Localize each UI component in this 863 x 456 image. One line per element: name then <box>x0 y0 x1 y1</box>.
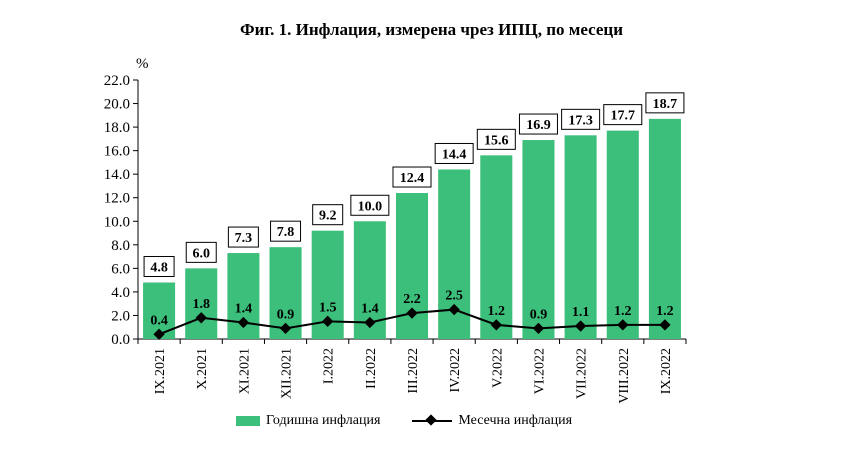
bar-label-box <box>434 142 474 164</box>
bar-value-label: 7.3 <box>235 231 253 246</box>
y-axis-label: % <box>136 56 149 72</box>
y-tick-label: 18.0 <box>104 120 130 136</box>
line-point <box>448 303 460 316</box>
chart-title: Фиг. 1. Инфлация, измерена чрез ИПЦ, по … <box>239 20 624 39</box>
line-value-label: 1.2 <box>614 304 632 319</box>
y-tick-label: 12.0 <box>104 191 130 207</box>
y-tick-label: 20.0 <box>104 97 130 113</box>
line-point <box>659 319 671 331</box>
x-tick-label: XI.2021 <box>237 348 252 394</box>
bar-value-label: 17.7 <box>611 109 636 124</box>
bar-value-label: 4.8 <box>150 260 168 275</box>
x-tick-label: III.2022 <box>406 348 421 394</box>
bar <box>606 130 639 339</box>
line-value-label: 1.4 <box>361 302 379 317</box>
x-tick-label: IX.2021 <box>153 348 168 394</box>
line-value-label: 1.1 <box>572 305 590 320</box>
bar-label-box <box>603 104 643 126</box>
line-point <box>617 319 629 331</box>
bar-value-label: 9.2 <box>319 209 337 224</box>
y-tick-label: 16.0 <box>104 144 130 160</box>
y-tick-label: 4.0 <box>111 285 130 301</box>
x-tick-label: VII.2022 <box>575 348 590 399</box>
bar-value-label: 16.9 <box>526 118 551 133</box>
bar-label-box <box>476 128 516 150</box>
x-tick-label: I.2022 <box>322 348 337 384</box>
y-tick-label: 22.0 <box>104 73 130 89</box>
bar-label-box <box>350 194 390 216</box>
bar-value-label: 6.0 <box>192 246 210 261</box>
x-tick-label: XII.2021 <box>280 348 295 399</box>
x-tick-label: V.2022 <box>490 348 505 388</box>
y-tick-label: 6.0 <box>111 261 130 277</box>
y-tick-label: 14.0 <box>104 167 130 183</box>
x-tick-label: VIII.2022 <box>617 348 632 404</box>
line-value-label: 0.9 <box>277 307 295 322</box>
legend-item-annual: Годишна инфлация <box>236 413 380 429</box>
chart-legend: Годишна инфлация Месечна инфлация <box>236 411 604 431</box>
line-value-label: 1.5 <box>319 300 337 315</box>
legend-swatch-monthly <box>412 415 453 427</box>
bar-value-label: 10.0 <box>358 199 383 214</box>
x-tick-label: IX.2022 <box>659 348 674 394</box>
bar-label-box <box>270 220 302 242</box>
bar-value-label: 15.6 <box>484 133 509 148</box>
bar <box>564 135 597 339</box>
line-point <box>406 307 418 319</box>
line-point <box>490 319 502 331</box>
line-value-label: 1.2 <box>488 304 506 319</box>
x-tick-label: II.2022 <box>364 348 379 389</box>
legend-swatch-annual <box>236 416 260 426</box>
bar <box>185 268 218 339</box>
bar-label-box <box>645 92 685 114</box>
bar-value-label: 17.3 <box>568 113 593 128</box>
line-point <box>153 328 165 340</box>
bar-label-box <box>143 255 175 277</box>
line-point <box>322 315 334 327</box>
legend-label-annual: Годишна инфлация <box>266 413 381 428</box>
bar-label-box <box>561 108 601 130</box>
line-point <box>237 316 250 329</box>
line-value-label: 0.4 <box>150 313 168 328</box>
y-tick-label: 0.0 <box>111 332 130 348</box>
line-value-label: 2.5 <box>445 289 463 304</box>
bar-label-box <box>185 241 217 263</box>
bar-label-box <box>312 204 344 226</box>
bar <box>480 155 513 339</box>
line-value-label: 1.2 <box>656 304 674 319</box>
line-point <box>532 322 545 335</box>
bar-value-label: 18.7 <box>653 97 678 112</box>
x-tick-label: X.2021 <box>195 348 210 390</box>
y-tick-label: 8.0 <box>111 238 130 254</box>
legend-label-monthly: Месечна инфлация <box>458 413 573 428</box>
bar-label-box <box>518 113 558 135</box>
line-value-label: 1.4 <box>235 302 253 317</box>
x-tick-label: VI.2022 <box>532 348 547 394</box>
line-value-label: 1.8 <box>192 297 210 312</box>
bar <box>648 118 681 339</box>
y-tick-label: 2.0 <box>111 308 130 324</box>
bar-value-label: 14.4 <box>442 147 467 162</box>
line-value-label: 2.2 <box>403 292 421 307</box>
x-tick-label: IV.2022 <box>448 348 463 392</box>
line-value-label: 0.9 <box>530 307 548 322</box>
bar-label-box <box>392 166 432 188</box>
bar-value-label: 7.8 <box>277 225 295 240</box>
bar-label-box <box>227 226 259 248</box>
line-point <box>574 320 587 332</box>
line-point <box>279 322 292 335</box>
bar-value-label: 12.4 <box>400 171 425 186</box>
bar <box>522 140 555 339</box>
line-point <box>195 312 207 324</box>
y-tick-label: 10.0 <box>104 214 130 230</box>
line-point <box>364 316 376 329</box>
legend-item-monthly: Месечна инфлация <box>412 413 572 429</box>
